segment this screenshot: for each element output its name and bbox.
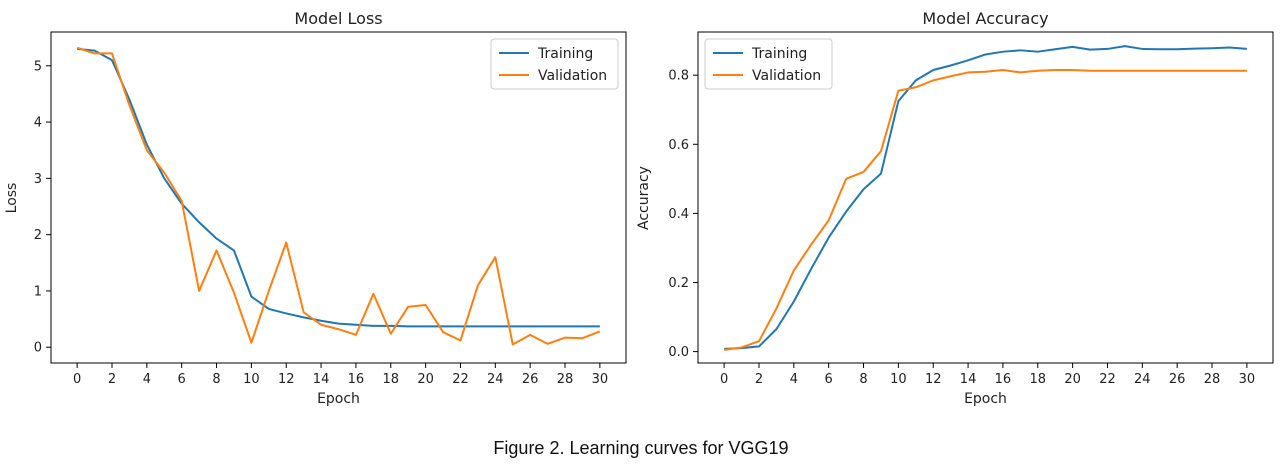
accuracy-y-axis-label: Accuracy	[636, 166, 652, 230]
accuracy-y-tick-label: 0.8	[668, 69, 689, 84]
loss-legend-label-training: Training	[537, 46, 593, 62]
accuracy-legend: Training Validation	[704, 38, 833, 90]
accuracy-x-tick-label: 8	[859, 372, 867, 387]
accuracy-legend-label-validation: Validation	[752, 68, 821, 84]
accuracy-x-tick-label: 10	[890, 372, 907, 387]
accuracy-legend-box	[704, 38, 833, 90]
accuracy-chart-title: Model Accuracy	[922, 9, 1048, 28]
loss-x-tick-label: 0	[73, 372, 81, 387]
loss-x-tick-label: 6	[178, 372, 186, 387]
loss-x-axis-label: Epoch	[317, 391, 360, 407]
loss-legend-label-validation: Validation	[538, 68, 607, 84]
loss-y-tick-label: 2	[34, 228, 42, 243]
loss-series-training	[77, 47, 600, 328]
accuracy-y-tick-label: 0.2	[668, 276, 689, 291]
loss-chart-title: Model Loss	[294, 9, 382, 28]
loss-x-tick-label: 16	[348, 372, 365, 387]
loss-x-tick-label: 12	[278, 372, 295, 387]
loss-x-tick-label: 24	[487, 372, 504, 387]
accuracy-x-tick-label: 22	[1099, 372, 1116, 387]
loss-y-tick-label: 3	[34, 172, 42, 187]
accuracy-x-tick-label: 20	[1064, 372, 1081, 387]
loss-y-tick-label: 5	[34, 59, 42, 74]
loss-x-tick-label: 8	[212, 372, 220, 387]
accuracy-x-tick-label: 26	[1169, 372, 1186, 387]
accuracy-y-tick-label: 0.0	[668, 345, 689, 360]
loss-x-tick-label: 30	[592, 372, 609, 387]
accuracy-x-tick-label: 4	[790, 372, 798, 387]
accuracy-x-tick-label: 18	[1029, 372, 1046, 387]
loss-x-tick-label: 18	[382, 372, 399, 387]
loss-x-tick-label: 26	[522, 372, 539, 387]
loss-series-validation	[76, 46, 601, 346]
loss-legend: Training Validation	[490, 38, 619, 90]
loss-x-tick-label: 28	[557, 372, 574, 387]
accuracy-x-tick-label: 16	[995, 372, 1012, 387]
accuracy-x-tick-label: 6	[825, 372, 833, 387]
loss-legend-box	[490, 38, 619, 90]
loss-y-tick-label: 0	[34, 341, 42, 356]
loss-plot-frame	[50, 31, 627, 364]
accuracy-x-tick-label: 30	[1239, 372, 1256, 387]
loss-x-tick-label: 4	[143, 372, 151, 387]
accuracy-x-tick-label: 2	[755, 372, 763, 387]
accuracy-x-tick-label: 28	[1204, 372, 1221, 387]
accuracy-x-tick-label: 12	[925, 372, 942, 387]
loss-y-tick-label: 4	[34, 116, 42, 131]
accuracy-legend-label-training: Training	[751, 46, 807, 62]
accuracy-series-validation	[724, 69, 1247, 351]
accuracy-y-tick-label: 0.6	[668, 138, 689, 153]
loss-x-tick-label: 14	[313, 372, 330, 387]
loss-x-tick-label: 20	[417, 372, 434, 387]
accuracy-x-tick-label: 0	[720, 372, 728, 387]
accuracy-x-tick-label: 14	[960, 372, 977, 387]
figure-caption: Figure 2. Learning curves for VGG19	[493, 438, 789, 458]
loss-y-axis-label: Loss	[4, 183, 20, 214]
accuracy-x-tick-label: 24	[1134, 372, 1151, 387]
accuracy-series-training	[724, 45, 1247, 350]
loss-x-tick-label: 22	[452, 372, 469, 387]
loss-y-tick-label: 1	[34, 284, 42, 299]
accuracy-plot-frame	[697, 31, 1274, 364]
loss-x-tick-label: 10	[243, 372, 260, 387]
accuracy-y-tick-label: 0.4	[668, 207, 689, 222]
accuracy-x-axis-label: Epoch	[964, 391, 1007, 407]
loss-x-tick-label: 2	[108, 372, 116, 387]
